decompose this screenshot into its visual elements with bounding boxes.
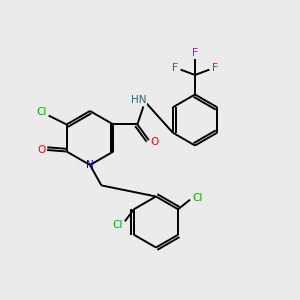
Text: Cl: Cl — [37, 107, 47, 118]
Text: Cl: Cl — [192, 193, 202, 203]
Text: F: F — [192, 48, 198, 58]
Text: F: F — [212, 63, 218, 73]
Text: O: O — [37, 145, 45, 155]
Text: N: N — [86, 160, 94, 170]
Text: Cl: Cl — [112, 220, 123, 230]
Text: F: F — [172, 63, 178, 73]
Text: HN: HN — [131, 95, 147, 105]
Text: O: O — [150, 136, 158, 147]
